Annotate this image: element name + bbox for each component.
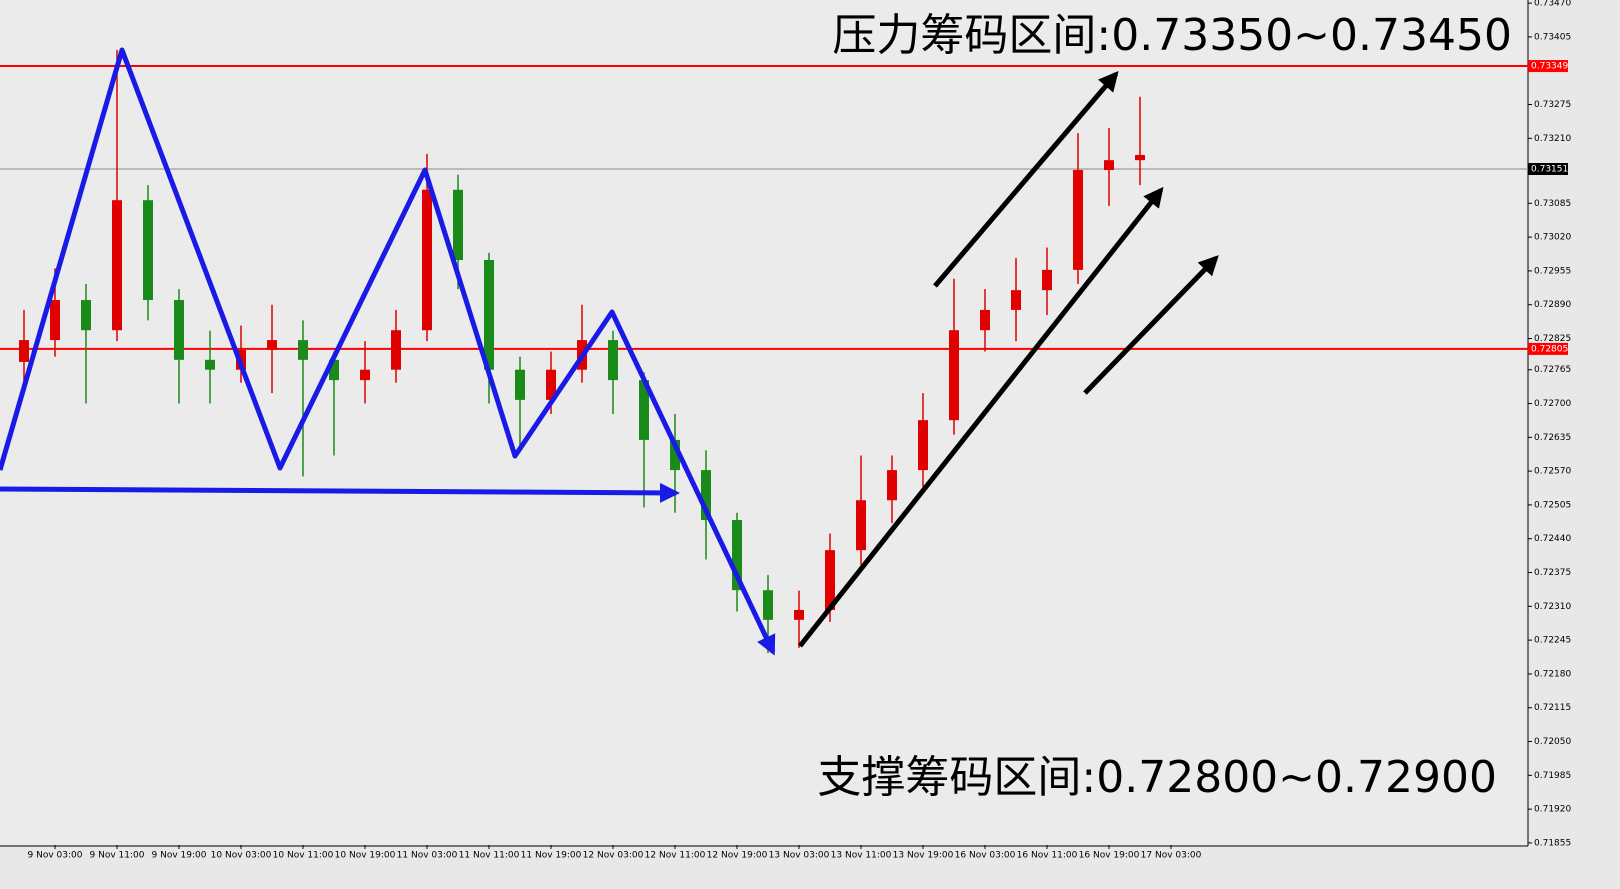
plot-area [0, 0, 1528, 846]
candle-body [546, 369, 556, 400]
y-tick-label: 0.71985 [1534, 771, 1571, 781]
y-tick-label: 0.72115 [1534, 703, 1571, 713]
candle-body [19, 340, 29, 362]
candle-body [1073, 170, 1083, 270]
candle-body [732, 520, 742, 591]
x-tick-label: 12 Nov 03:00 [583, 851, 644, 861]
marks: 0.73470 0.73405 0.73275 0.73210 0.73085 0.730… [0, 0, 1571, 861]
candle-body [453, 189, 463, 260]
x-tick-label: 10 Nov 03:00 [211, 851, 272, 861]
candle-body [205, 359, 215, 370]
x-tick-label: 9 Nov 03:00 [28, 851, 83, 861]
x-tick-label: 10 Nov 19:00 [335, 851, 396, 861]
y-tick-label: 0.72375 [1534, 568, 1571, 578]
candle-body [701, 470, 711, 520]
black-arrow [1083, 255, 1219, 395]
price-label: 0.72805 [1531, 344, 1568, 354]
x-tick-label: 16 Nov 03:00 [955, 851, 1016, 861]
price-label: 0.73151 [1531, 165, 1568, 175]
y-tick-label: 0.72570 [1534, 467, 1571, 477]
candle-body [174, 300, 184, 360]
blue-arrow [0, 482, 680, 503]
candle-body [267, 340, 277, 350]
y-tick-label: 0.73275 [1534, 100, 1571, 110]
annotation: 支撑筹码区间:0.72800~0.72900 [817, 752, 1497, 803]
y-tick-label: 0.72955 [1534, 266, 1571, 276]
x-tick-label: 13 Nov 03:00 [769, 851, 830, 861]
candle-body [825, 550, 835, 610]
candle-body [298, 340, 308, 360]
x-tick-label: 11 Nov 19:00 [521, 851, 582, 861]
candle-body [856, 500, 866, 551]
x-tick-label: 11 Nov 11:00 [459, 851, 520, 861]
candle-body [949, 330, 959, 421]
y-tick-label: 0.73085 [1534, 199, 1571, 209]
candle-body [794, 609, 804, 620]
candle-body [763, 590, 773, 620]
candle-body [1011, 290, 1021, 310]
y-tick-label: 0.72635 [1534, 433, 1571, 443]
candle-body [1042, 269, 1052, 291]
y-tick-label: 0.72890 [1534, 300, 1571, 310]
y-tick-label: 0.72245 [1534, 636, 1571, 646]
candle-body [639, 380, 649, 440]
candle-body [360, 369, 370, 381]
price-label: 0.73349 [1531, 62, 1568, 72]
candle-body [918, 420, 928, 471]
y-tick-label: 0.72825 [1534, 334, 1571, 344]
candle-body [422, 189, 432, 331]
candle-body [484, 260, 494, 370]
black-arrow [933, 70, 1119, 288]
x-tick-label: 13 Nov 19:00 [893, 851, 954, 861]
price-label-box [1528, 60, 1568, 73]
y-tick-label: 0.72440 [1534, 534, 1571, 544]
y-tick-label: 0.72180 [1534, 669, 1571, 679]
x-tick-label: 12 Nov 11:00 [645, 851, 706, 861]
candle-body [1104, 160, 1114, 171]
trend-arrows [0, 47, 1219, 656]
candle-body [887, 470, 897, 501]
x-tick-label: 9 Nov 19:00 [152, 851, 207, 861]
candle-body [112, 200, 122, 331]
x-tick-label: 10 Nov 11:00 [273, 851, 334, 861]
x-tick-label: 11 Nov 03:00 [397, 851, 458, 861]
candle-body [670, 439, 680, 471]
y-tick-label: 0.71855 [1534, 838, 1571, 848]
price-label-box [1528, 342, 1568, 355]
y-tick-label: 0.73210 [1534, 134, 1571, 144]
candle-body [391, 330, 401, 370]
candle-body [50, 300, 60, 341]
y-tick-label: 0.73470 [1534, 0, 1571, 9]
y-tick-label: 0.72765 [1534, 365, 1571, 375]
candle-body [608, 340, 618, 381]
y-tick-label: 0.72050 [1534, 737, 1571, 747]
x-tick-label: 17 Nov 03:00 [1141, 851, 1202, 861]
y-tick-label: 0.72505 [1534, 500, 1571, 510]
candle-body [515, 369, 525, 400]
candle-body [329, 359, 339, 381]
y-tick-label: 0.73405 [1534, 32, 1571, 42]
black-arrow [798, 186, 1164, 648]
y-tick-label: 0.72700 [1534, 399, 1571, 409]
y-tick-label: 0.73020 [1534, 233, 1571, 243]
candle-body [143, 200, 153, 301]
x-tick-label: 13 Nov 11:00 [831, 851, 892, 861]
blue-zigzag [0, 47, 776, 656]
price-label-box [1528, 163, 1568, 175]
x-tick-label: 16 Nov 19:00 [1079, 851, 1140, 861]
x-tick-label: 9 Nov 11:00 [90, 851, 145, 861]
y-tick-label: 0.71920 [1534, 805, 1571, 815]
candle-body [81, 300, 91, 331]
annotation: 压力筹码区间:0.73350~0.73450 [832, 10, 1512, 61]
candle-body [1135, 154, 1145, 161]
x-tick-label: 16 Nov 11:00 [1017, 851, 1078, 861]
y-tick-label: 0.72310 [1534, 602, 1571, 612]
x-tick-label: 12 Nov 19:00 [707, 851, 768, 861]
candle-body [980, 309, 990, 331]
